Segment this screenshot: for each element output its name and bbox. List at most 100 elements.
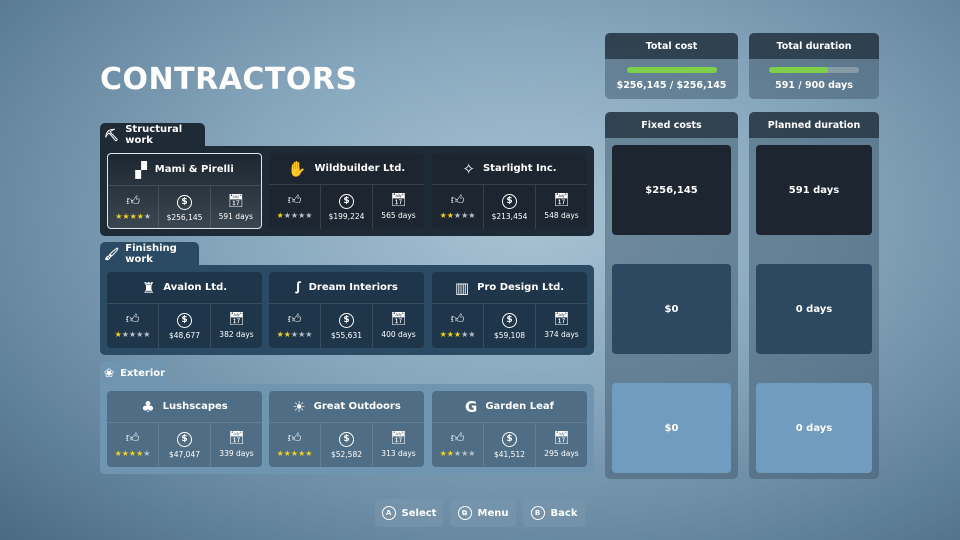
category-tab: 🖌 Finishing work: [100, 242, 199, 266]
planned-duration-column: Planned duration 591 days 0 days 0 days: [749, 112, 879, 479]
contractor-card[interactable]: ♣ Lushscapes 👍︎ ★★★★★ $ $47,047 📅︎ 339 days: [107, 391, 262, 467]
star-icon: ★: [143, 449, 151, 458]
planned-duration-finishing: 0 days: [756, 264, 872, 354]
rating-stars: ★★★★★: [277, 330, 313, 339]
total-duration-label: Total duration: [749, 33, 879, 59]
star-icon: ★: [128, 449, 137, 458]
contractor-logo: ▞: [135, 160, 147, 179]
contractor-cost: $55,631: [330, 330, 362, 340]
category-label: Structural work: [125, 124, 183, 146]
rating-stars: ★★★★★: [440, 211, 476, 220]
thumbs-up-icon: 👍︎: [450, 193, 465, 208]
fixed-cost-exterior: $0: [612, 383, 731, 473]
category-label: Exterior: [120, 367, 166, 379]
dollar-icon: $: [502, 431, 517, 447]
star-icon: ★: [128, 330, 137, 339]
star-icon: ★: [276, 330, 284, 339]
thumbs-up-icon: 👍︎: [450, 312, 465, 327]
contractor-card[interactable]: ☀ Great Outdoors 👍︎ ★★★★★ $ $52,582 📅︎ 313 d…: [269, 391, 424, 467]
contractor-cost: $199,224: [328, 211, 365, 221]
select-label: Select: [401, 507, 437, 519]
contractor-name: Garden Leaf: [485, 401, 554, 412]
planned-duration-structural: 591 days: [756, 145, 872, 235]
star-icon: ★: [276, 449, 284, 458]
calendar-icon: 📅︎: [228, 431, 245, 446]
star-icon: ★: [115, 212, 123, 221]
contractor-card[interactable]: ✧ Starlight Inc. 👍︎ ★★★★★ $ $213,454 📅︎ 548 …: [432, 153, 587, 229]
star-icon: ★: [122, 212, 130, 221]
back-label: Back: [550, 507, 578, 519]
rating-stars: ★★★★★: [440, 330, 476, 339]
star-icon: ★: [453, 449, 462, 458]
contractor-logo: ꭍ: [295, 278, 301, 297]
contractor-card[interactable]: ✋ Wildbuilder Ltd. 👍︎ ★★★★★ $ $199,224 📅︎ 56…: [269, 153, 424, 229]
calendar-icon: 📅︎: [390, 312, 407, 327]
calendar-icon: 📅︎: [227, 194, 245, 209]
thumbs-up-icon: 👍︎: [287, 431, 302, 446]
tree-icon: ❀: [104, 366, 115, 380]
total-cost-progress: [626, 67, 717, 73]
contractor-card[interactable]: ♜ Avalon Ltd. 👍︎ ★★★★★ $ $48,677 📅︎ 382 days: [107, 272, 262, 348]
contractor-logo: ☀: [292, 397, 306, 416]
star-icon: ★: [439, 330, 447, 339]
calendar-icon: 📅︎: [553, 193, 570, 208]
calendar-icon: 📅︎: [553, 312, 570, 327]
thumbs-up-icon: 👍︎: [287, 193, 302, 208]
contractor-logo: ✧: [462, 159, 475, 178]
star-icon: ★: [290, 330, 299, 339]
dollar-icon: $: [502, 312, 517, 328]
star-icon: ★: [305, 211, 313, 220]
star-icon: ★: [283, 330, 291, 339]
contractor-logo: ▥: [454, 278, 470, 297]
calendar-icon: 📅︎: [228, 312, 245, 327]
contractor-logo: ✋: [287, 159, 307, 178]
back-button[interactable]: B Back: [523, 499, 585, 527]
total-duration-box: Total duration 591 / 900 days: [749, 33, 879, 99]
b-button-icon: B: [530, 506, 545, 520]
fixed-costs-column: Fixed costs $256,145 $0 $0: [605, 112, 738, 479]
category-tab: ❀ Exterior: [100, 361, 167, 385]
contractor-cost: $41,512: [493, 449, 525, 459]
calendar-icon: 📅︎: [390, 431, 407, 446]
contractor-card[interactable]: ꭍ Dream Interiors 👍︎ ★★★★★ $ $55,631 📅︎ 400 …: [269, 272, 424, 348]
category-panel: ♣ Lushscapes 👍︎ ★★★★★ $ $47,047 📅︎ 339 days ☀…: [100, 384, 594, 474]
menu-button[interactable]: ⧉ Menu: [450, 499, 516, 527]
rating-stars: ★★★★★: [277, 449, 313, 458]
star-icon: ★: [290, 449, 299, 458]
contractor-duration: 400 days: [381, 330, 416, 339]
contractor-card[interactable]: ▥ Pro Design Ltd. 👍︎ ★★★★★ $ $59,108 📅︎ 374 …: [432, 272, 587, 348]
star-icon: ★: [446, 449, 454, 458]
star-icon: ★: [121, 449, 129, 458]
star-icon: ★: [468, 449, 476, 458]
contractor-name: Starlight Inc.: [482, 163, 557, 174]
star-icon: ★: [114, 449, 122, 458]
star-icon: ★: [461, 449, 469, 458]
star-icon: ★: [283, 449, 291, 458]
contractor-name: Great Outdoors: [313, 401, 401, 412]
star-icon: ★: [305, 330, 313, 339]
contractor-duration: 339 days: [219, 449, 254, 458]
menu-label: Menu: [477, 507, 509, 519]
star-icon: ★: [468, 330, 476, 339]
star-icon: ★: [298, 330, 306, 339]
contractor-name: Avalon Ltd.: [163, 282, 228, 293]
star-icon: ★: [446, 330, 454, 339]
excavator-icon: ⛏: [104, 128, 120, 142]
total-duration-progress: [769, 67, 859, 73]
star-icon: ★: [136, 330, 144, 339]
page-title: CONTRACTORS: [100, 62, 358, 97]
star-icon: ★: [129, 212, 137, 221]
star-icon: ★: [439, 449, 447, 458]
select-button[interactable]: A Select: [375, 499, 443, 527]
contractor-name: Dream Interiors: [308, 282, 398, 293]
star-icon: ★: [283, 211, 291, 220]
total-duration-value: 591 / 900 days: [775, 80, 853, 91]
view-button-icon: ⧉: [457, 506, 472, 520]
rating-stars: ★★★★★: [440, 449, 476, 458]
contractor-duration: 565 days: [381, 211, 416, 220]
contractor-name: Pro Design Ltd.: [477, 282, 565, 293]
dollar-icon: $: [339, 193, 354, 209]
contractor-card[interactable]: ▞ Mami & Pirelli 👍︎ ★★★★★ $ $256,145 📅︎ 591 …: [107, 153, 262, 229]
contractor-card[interactable]: G Garden Leaf 👍︎ ★★★★★ $ $41,512 📅︎ 295 days: [432, 391, 587, 467]
contractor-cost: $213,454: [491, 211, 528, 221]
